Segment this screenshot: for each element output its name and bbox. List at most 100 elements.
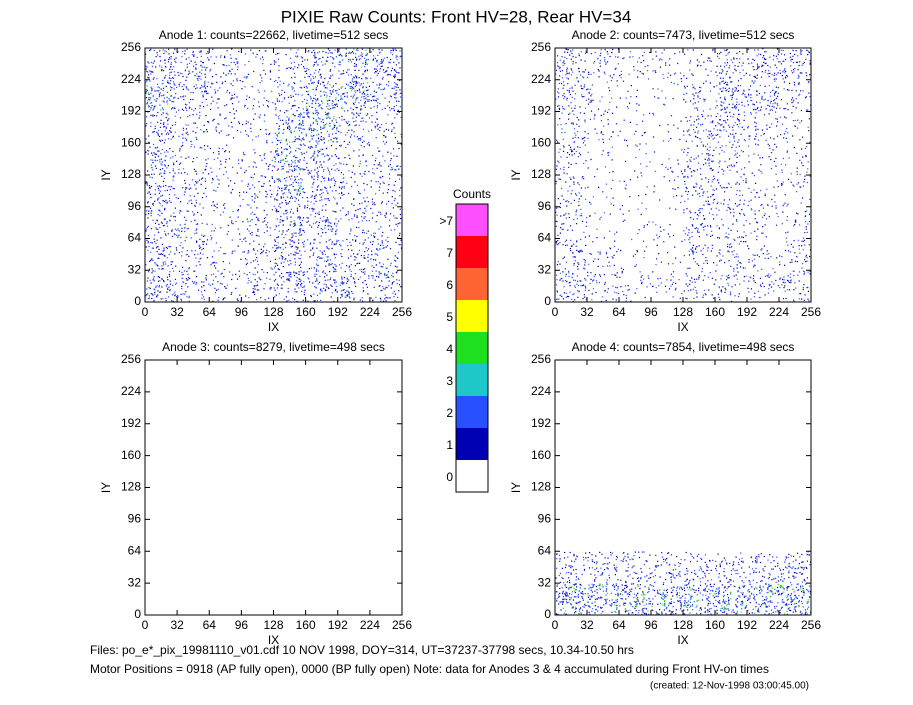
- x-tick-label: 0: [142, 618, 149, 632]
- density-dots: [780, 146, 809, 176]
- x-tick-label: 0: [142, 305, 149, 319]
- density-dots: [654, 49, 682, 80]
- density-dots: [273, 143, 306, 175]
- density-dots: [683, 84, 715, 112]
- density-dots: [620, 583, 651, 616]
- density-dots: [748, 143, 778, 174]
- density-dots: [653, 114, 670, 142]
- density-dots: [716, 49, 745, 79]
- x-tick-label: 96: [644, 618, 658, 632]
- density-dots: [684, 553, 714, 584]
- plot-frame: [554, 47, 812, 303]
- density-dots: [555, 551, 587, 584]
- density-dots: [339, 208, 370, 239]
- x-tick-label: 32: [170, 618, 184, 632]
- y-tick-label: 64: [128, 231, 142, 245]
- density-dots: [340, 270, 370, 303]
- colorbar-cell: [456, 332, 488, 364]
- density-dots: [619, 175, 648, 204]
- x-axis-label: IX: [268, 320, 279, 334]
- density-dots: [210, 239, 236, 271]
- density-dots: [587, 80, 618, 112]
- density-dots: [243, 238, 273, 271]
- density-dots: [652, 88, 674, 105]
- density-dots: [177, 270, 210, 302]
- density-dots: [717, 176, 746, 206]
- x-tick-label: 96: [235, 305, 249, 319]
- y-tick-label: 224: [121, 384, 141, 398]
- density-dots: [209, 270, 242, 302]
- density-dots: [145, 80, 176, 111]
- density-dots: [241, 175, 271, 206]
- y-tick-label: 128: [531, 167, 551, 181]
- density-dots: [782, 211, 811, 234]
- y-tick-label: 256: [121, 352, 141, 366]
- density-dots: [243, 176, 273, 203]
- density-dots: [683, 583, 715, 615]
- y-tick-label: 192: [531, 416, 551, 430]
- x-tick-label: 160: [296, 618, 316, 632]
- density-dots: [146, 176, 177, 207]
- density-dots: [779, 551, 811, 584]
- density-dots: [587, 552, 619, 583]
- density-dots: [683, 239, 714, 270]
- density-dots: [631, 238, 647, 266]
- density-dots: [209, 144, 242, 174]
- colorbar-label: 3: [446, 374, 453, 388]
- density-dots: [339, 270, 370, 302]
- density-dots: [715, 49, 747, 80]
- x-tick-label: 64: [612, 618, 626, 632]
- density-dots: [305, 80, 338, 112]
- density-dots: [652, 556, 682, 584]
- density-dots: [748, 270, 775, 300]
- x-tick-label: 32: [580, 618, 594, 632]
- density-dots: [247, 49, 272, 80]
- density-dots: [715, 207, 747, 239]
- density-dots: [655, 276, 683, 298]
- density-dots: [715, 111, 746, 143]
- panel-title: Anode 2: counts=7473, livetime=512 secs: [572, 28, 795, 42]
- density-dots: [337, 80, 370, 112]
- density-dots: [747, 175, 778, 207]
- density-dots: [370, 211, 399, 239]
- density-dots: [751, 248, 774, 270]
- y-tick-label: 96: [538, 199, 552, 213]
- density-dots: [621, 176, 647, 207]
- colorbar-label: 1: [446, 438, 453, 452]
- density-dots: [651, 583, 684, 616]
- figure-title: PIXIE Raw Counts: Front HV=28, Rear HV=3…: [281, 7, 632, 26]
- density-dots: [781, 175, 811, 207]
- density-dots: [557, 238, 586, 270]
- colorbar-label: 0: [446, 470, 453, 484]
- density-dots: [242, 113, 271, 144]
- density-dots: [177, 207, 206, 239]
- y-tick-label: 64: [128, 543, 142, 557]
- density-dots: [587, 271, 618, 303]
- plot-frame: [554, 359, 812, 616]
- density-dots: [210, 207, 239, 237]
- density-dots: [619, 270, 650, 302]
- density-dots: [619, 584, 652, 615]
- y-tick-label: 0: [134, 294, 141, 308]
- x-axis-label: IX: [677, 320, 688, 334]
- density-dots: [273, 143, 306, 173]
- density-dots: [243, 80, 274, 110]
- density-dots: [587, 150, 614, 173]
- density-dots: [683, 80, 715, 111]
- density-dots: [338, 240, 369, 271]
- density-dots: [242, 207, 273, 239]
- density-dots: [177, 79, 209, 111]
- density-dots: [716, 239, 747, 270]
- density-dots: [687, 244, 715, 269]
- colorbar-label: >7: [439, 214, 453, 228]
- density-dots: [338, 143, 370, 176]
- x-tick-label: 224: [360, 305, 380, 319]
- density-dots: [306, 270, 337, 302]
- density-dots: [779, 239, 808, 269]
- density-dots: [145, 270, 178, 302]
- density-dots: [715, 553, 745, 583]
- y-tick-label: 160: [531, 448, 551, 462]
- density-dots: [370, 207, 402, 238]
- density-dots: [747, 111, 777, 141]
- density-dots: [558, 144, 586, 171]
